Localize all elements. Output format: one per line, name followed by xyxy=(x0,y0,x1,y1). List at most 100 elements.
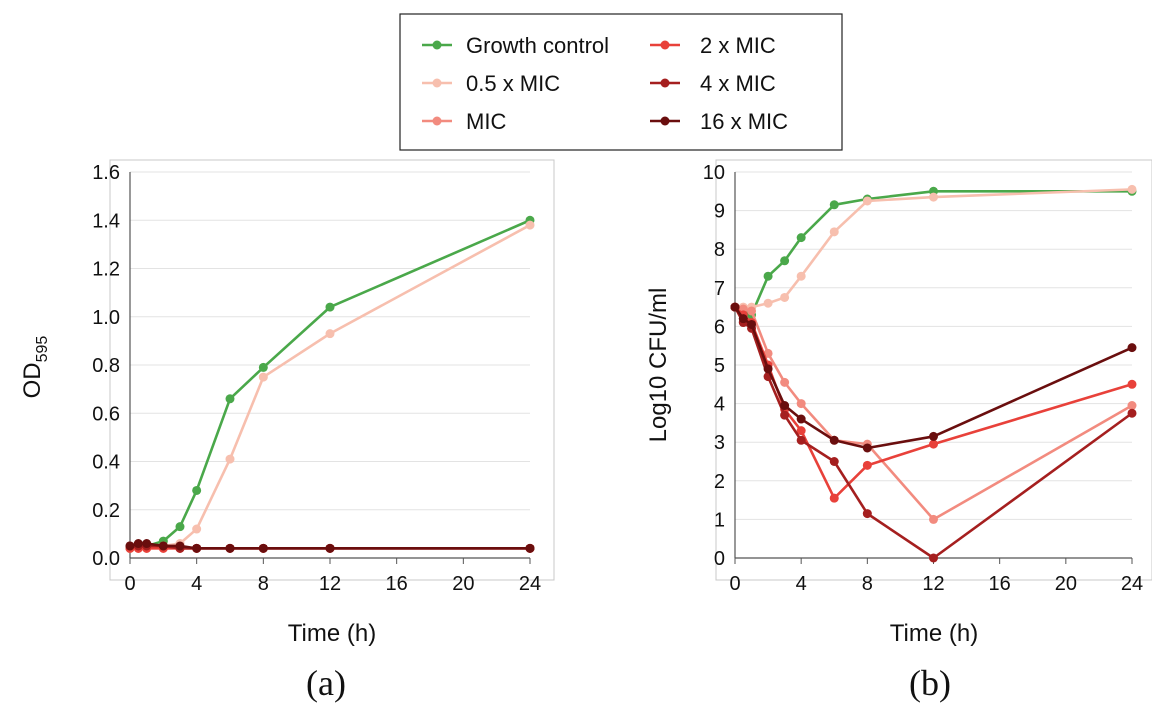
data-point xyxy=(730,302,740,312)
series xyxy=(125,220,535,553)
data-point xyxy=(829,435,839,445)
y-tick-label: 0.0 xyxy=(92,548,120,570)
y-tick-labels: 0.0 0.2 0.4 0.6 0.8 1.0 1.2 1.4 1.6 xyxy=(92,162,120,570)
data-point xyxy=(796,233,806,243)
data-point xyxy=(325,329,335,339)
legend-swatch-marker xyxy=(432,40,442,50)
series-line xyxy=(130,223,531,550)
data-point xyxy=(862,196,872,206)
y-tick-label: 5 xyxy=(714,355,725,377)
data-point xyxy=(325,302,335,312)
data-point xyxy=(192,543,202,553)
x-tick-label: 8 xyxy=(862,573,873,595)
legend-swatch-marker xyxy=(660,40,670,50)
y-tick-label: 0.6 xyxy=(92,403,120,425)
series xyxy=(730,302,1137,503)
x-tick-label: 12 xyxy=(922,573,944,595)
data-point xyxy=(862,443,872,453)
x-tick-label: 20 xyxy=(452,573,474,595)
data-point xyxy=(829,457,839,466)
data-point xyxy=(258,372,268,382)
series xyxy=(730,186,1137,320)
x-tick-label: 0 xyxy=(729,573,740,595)
x-tick-label: 0 xyxy=(124,573,135,595)
y-tick-label: 0.8 xyxy=(92,355,120,377)
data-point xyxy=(125,541,135,551)
legend-label: 4 x MIC xyxy=(700,71,776,96)
y-tick-label: 3 xyxy=(714,432,725,454)
data-point xyxy=(738,314,748,324)
x-tick-label: 16 xyxy=(989,573,1011,595)
y-tick-label: 1.2 xyxy=(92,259,120,281)
y-tick-label: 1.4 xyxy=(92,210,120,232)
data-point xyxy=(780,256,790,266)
legend-box xyxy=(399,13,843,151)
data-point xyxy=(796,414,806,424)
data-point xyxy=(175,522,185,532)
legend: Growth control 0.5 x MIC MIC 2 x MIC 4 x… xyxy=(399,13,843,151)
panel-label: (a) xyxy=(306,663,346,703)
data-point xyxy=(175,541,185,551)
axes xyxy=(734,172,1133,564)
data-point xyxy=(747,306,757,316)
y-axis-title: Log10 CFU/ml xyxy=(645,288,672,443)
data-point xyxy=(133,539,143,549)
data-point xyxy=(1127,379,1137,389)
data-point xyxy=(763,298,773,308)
legend-swatch-marker xyxy=(432,116,442,126)
data-point xyxy=(1127,184,1137,194)
legend-label: 0.5 x MIC xyxy=(466,71,560,96)
y-tick-label: 2 xyxy=(714,471,725,493)
y-axis-title-main: OD xyxy=(19,362,46,398)
gridlines xyxy=(735,171,1132,520)
x-tick-label: 16 xyxy=(386,573,408,595)
series-group xyxy=(125,215,535,553)
axes xyxy=(129,172,531,564)
y-tick-label: 1 xyxy=(714,509,725,531)
data-point xyxy=(525,543,535,553)
data-point xyxy=(1127,408,1137,418)
x-tick-label: 4 xyxy=(796,573,807,595)
y-tick-labels: 0 1 2 3 4 5 6 7 8 9 10 xyxy=(703,162,725,570)
x-tick-label: 12 xyxy=(319,573,341,595)
data-point xyxy=(225,394,235,404)
series-line xyxy=(734,306,1133,500)
data-point xyxy=(929,514,938,524)
legend-label: Growth control xyxy=(466,33,609,58)
series-line xyxy=(733,306,1133,450)
data-point xyxy=(1127,401,1137,411)
x-axis-title: Time (h) xyxy=(890,620,978,647)
data-point xyxy=(258,543,268,553)
data-point xyxy=(929,439,938,449)
x-tick-label: 24 xyxy=(519,573,541,595)
data-point xyxy=(780,410,790,420)
plot-area-frame xyxy=(109,159,555,581)
series-line xyxy=(129,219,531,550)
data-point xyxy=(929,192,938,202)
x-tick-labels: 0 4 8 12 16 20 24 xyxy=(124,573,541,595)
data-point xyxy=(796,399,806,409)
series-line xyxy=(734,190,1132,317)
data-point xyxy=(225,454,235,464)
chart-panel-a: 0.00.20.40.60.81.01.21.41.6 0 4 8 12 16 20 24 … xyxy=(19,159,555,703)
data-point xyxy=(763,364,773,374)
y-tick-label: 1.0 xyxy=(92,307,120,329)
legend-label: MIC xyxy=(466,109,506,134)
y-tick-label: 6 xyxy=(714,316,725,338)
y-tick-label: 8 xyxy=(714,239,725,261)
data-point xyxy=(796,435,806,445)
x-tick-label: 24 xyxy=(1121,573,1143,595)
data-point xyxy=(796,426,806,436)
y-tick-label: 1.6 xyxy=(92,162,120,184)
legend-label: 2 x MIC xyxy=(700,33,776,58)
series xyxy=(730,184,1137,312)
series xyxy=(125,215,535,553)
data-point xyxy=(525,220,535,230)
series-group xyxy=(730,184,1137,563)
data-point xyxy=(747,319,757,329)
data-point xyxy=(862,460,872,470)
y-axis-title-subscript: 595 xyxy=(34,336,51,363)
y-tick-label: 0 xyxy=(714,548,725,570)
